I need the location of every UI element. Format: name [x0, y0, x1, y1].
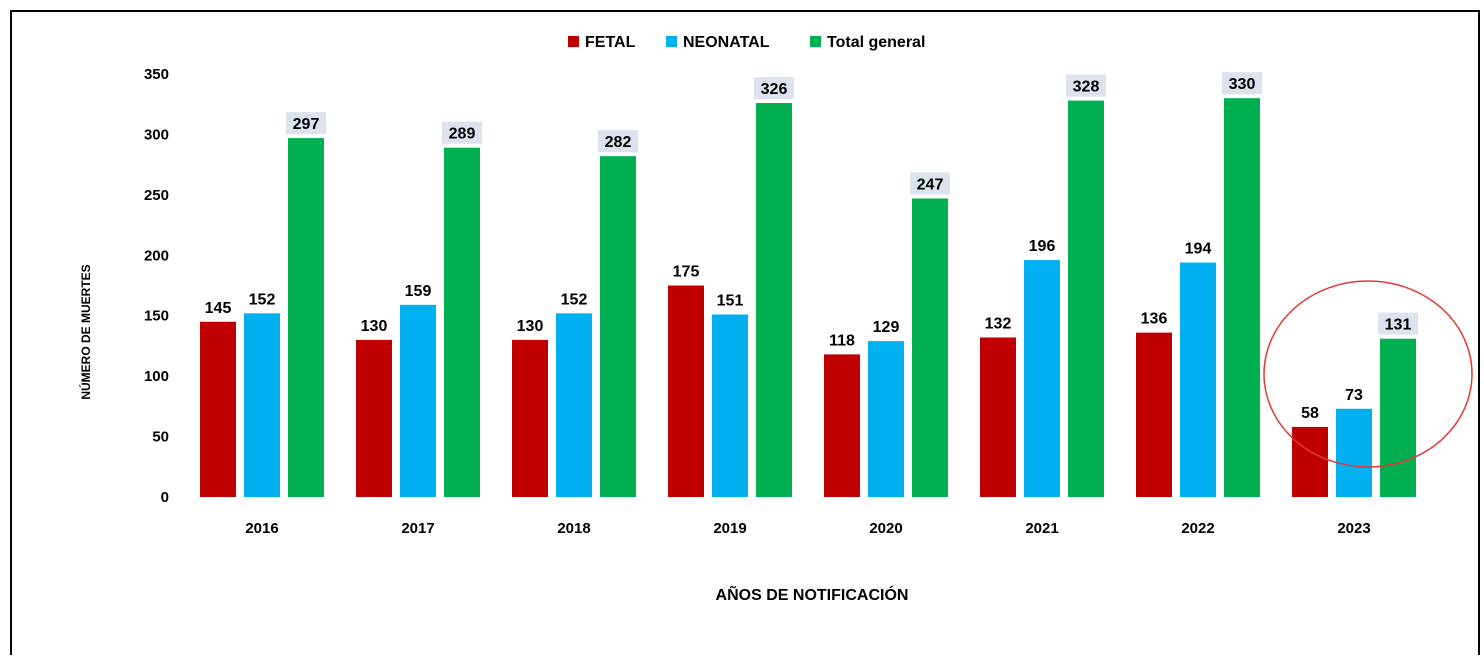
- bar-fetal: [1136, 332, 1172, 497]
- data-label: 196: [1029, 238, 1056, 255]
- data-label: 132: [985, 315, 1012, 332]
- data-label: 159: [405, 283, 432, 300]
- bar-neonatal: [400, 304, 436, 497]
- x-axis: 2016 2017 2018 2019 2020 2021 2022 2023: [245, 520, 1370, 537]
- data-label-background: [1222, 72, 1262, 95]
- bar-neonatal: [868, 341, 904, 497]
- bar-neonatal: [244, 313, 280, 497]
- bar-fetal: [824, 354, 860, 497]
- bar-neonatal: [556, 313, 592, 497]
- chart-frame: FETAL NEONATAL Total general 0 50 100 150 200 2…: [10, 10, 1480, 655]
- data-label: 175: [673, 264, 700, 281]
- x-tick-label: 2016: [245, 520, 278, 537]
- bar-total-general: [1380, 338, 1416, 497]
- x-tick-label: 2020: [869, 520, 902, 537]
- data-label: 330: [1229, 76, 1256, 93]
- data-label: 152: [249, 291, 276, 308]
- x-tick-label: 2021: [1025, 520, 1058, 537]
- y-tick-label: 250: [144, 187, 169, 204]
- legend-swatch: [568, 36, 579, 47]
- legend-swatch: [810, 36, 821, 47]
- bar-neonatal: [712, 314, 748, 497]
- data-label-background: [1066, 74, 1106, 97]
- data-label: 289: [449, 126, 476, 143]
- data-label: 247: [917, 176, 944, 193]
- data-label-background: [442, 121, 482, 144]
- y-axis: 0 50 100 150 200 250 300 350: [144, 66, 169, 506]
- bar-total-general: [288, 138, 324, 497]
- y-axis-title: NÚMERO DE MUERTES: [78, 264, 93, 399]
- bar-neonatal: [1336, 408, 1372, 497]
- x-tick-label: 2022: [1181, 520, 1214, 537]
- data-label: 130: [361, 318, 388, 335]
- data-label: 145: [205, 300, 232, 317]
- data-label-background: [910, 172, 950, 195]
- data-label: 73: [1345, 387, 1363, 404]
- bar-total-general: [444, 147, 480, 498]
- legend: FETAL NEONATAL Total general: [568, 34, 925, 51]
- bar-fetal: [200, 321, 236, 497]
- data-label: 136: [1141, 311, 1168, 328]
- data-label: 194: [1185, 241, 1212, 258]
- highlight-circle: [1263, 280, 1473, 468]
- x-axis-title: AÑOS DE NOTIFICACIÓN: [716, 584, 909, 604]
- legend-label: Total general: [827, 34, 925, 51]
- bar-total-general: [600, 156, 636, 497]
- data-label: 297: [293, 116, 320, 133]
- y-tick-label: 150: [144, 308, 169, 325]
- data-label: 328: [1073, 79, 1100, 96]
- y-tick-label: 200: [144, 247, 169, 264]
- legend-label: NEONATAL: [683, 34, 770, 51]
- bar-fetal: [1292, 426, 1328, 497]
- y-tick-label: 300: [144, 126, 169, 143]
- data-label: 129: [873, 319, 900, 336]
- data-label: 131: [1385, 317, 1412, 334]
- legend-label: FETAL: [585, 34, 636, 51]
- bar-total-general: [1068, 100, 1104, 498]
- data-label: 282: [605, 134, 632, 151]
- x-tick-label: 2023: [1337, 520, 1370, 537]
- bar-total-general: [912, 198, 948, 498]
- legend-swatch: [666, 36, 677, 47]
- x-tick-label: 2019: [713, 520, 746, 537]
- data-label-background: [754, 77, 794, 100]
- data-label-background: [598, 130, 638, 153]
- x-tick-label: 2018: [557, 520, 590, 537]
- data-label: 326: [761, 81, 788, 98]
- bar-total-general: [756, 103, 792, 498]
- y-tick-label: 100: [144, 368, 169, 385]
- data-label: 152: [561, 291, 588, 308]
- data-label-background: [1378, 312, 1418, 335]
- data-label: 130: [517, 318, 544, 335]
- y-tick-label: 350: [144, 66, 169, 83]
- y-tick-label: 50: [152, 429, 169, 446]
- bar-neonatal: [1180, 262, 1216, 497]
- data-label: 151: [717, 293, 744, 310]
- bars: 145 152 297 130 159 289 130 152 282 175 151 326 118 1…: [200, 72, 1418, 498]
- x-tick-label: 2017: [401, 520, 434, 537]
- bar-fetal: [980, 337, 1016, 497]
- data-label: 118: [829, 332, 855, 349]
- bar-total-general: [1224, 98, 1260, 498]
- y-tick-label: 0: [161, 489, 169, 506]
- bar-fetal: [668, 285, 704, 497]
- highlight-circle-shape: [1263, 280, 1473, 468]
- bar-neonatal: [1024, 260, 1060, 497]
- data-label: 58: [1301, 405, 1319, 422]
- bar-chart: FETAL NEONATAL Total general 0 50 100 150 200 2…: [78, 34, 1473, 604]
- data-label-background: [286, 112, 326, 135]
- bar-fetal: [356, 339, 392, 497]
- bar-fetal: [512, 339, 548, 497]
